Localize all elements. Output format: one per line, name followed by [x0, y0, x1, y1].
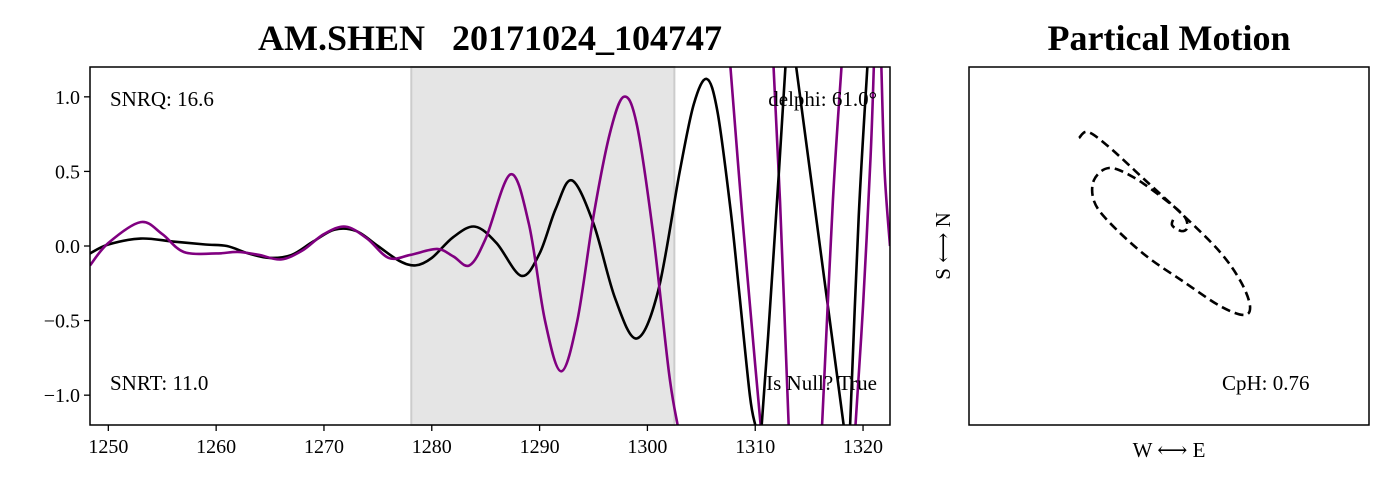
snrt-label: SNRT: 11.0 — [110, 371, 208, 395]
particle-motion-traces — [1078, 130, 1252, 317]
particle-motion-axes-frame — [968, 66, 1370, 426]
x-tick-label: 1260 — [196, 436, 236, 458]
cph-label: CpH: 0.76 — [1222, 371, 1310, 395]
waveform-series-1 — [90, 95, 679, 425]
delphi-label: delphi: 61.0° — [768, 87, 877, 111]
x-tick-label: 1280 — [412, 436, 452, 458]
particle-motion-xlabel: W ⟷ E — [1133, 438, 1206, 462]
waveform-plot: 1250 1260 1270 1280 1290 1300 1310 1320 1.0 0.5 0… — [44, 66, 891, 458]
x-tick-label: 1310 — [735, 436, 775, 458]
y-tick-label: −0.5 — [44, 311, 80, 333]
particle-motion-series-0 — [1078, 130, 1252, 317]
waveform-series-2 — [729, 67, 762, 425]
waveform-y-ticks: 1.0 0.5 0.0 −0.5 −1.0 — [44, 87, 90, 407]
waveform-series-4 — [760, 67, 787, 425]
y-tick-label: 0.5 — [55, 161, 80, 183]
x-tick-label: 1290 — [520, 436, 560, 458]
x-tick-label: 1320 — [843, 436, 883, 458]
waveform-series-9 — [880, 67, 890, 247]
particle-motion-title: Partical Motion — [1048, 18, 1291, 58]
particle-motion-plot: CpH: 0.76 W ⟷ E S ⟷ N — [931, 66, 1370, 462]
x-tick-label: 1270 — [304, 436, 344, 458]
x-tick-label: 1250 — [88, 436, 128, 458]
waveform-series-8 — [848, 67, 869, 425]
y-tick-label: 1.0 — [55, 87, 80, 109]
y-tick-label: −1.0 — [44, 385, 80, 407]
waveform-series-7 — [854, 67, 876, 425]
y-tick-label: 0.0 — [55, 236, 80, 258]
waveform-series-6 — [820, 67, 843, 425]
waveform-title: AM.SHEN 20171024_104747 — [258, 18, 722, 58]
waveform-series-5 — [794, 67, 845, 425]
waveform-traces — [90, 67, 890, 425]
null-label: Is Null? True — [766, 371, 877, 395]
waveform-x-ticks: 1250 1260 1270 1280 1290 1300 1310 1320 — [88, 425, 883, 458]
particle-motion-ylabel: S ⟷ N — [931, 212, 955, 279]
x-tick-label: 1300 — [627, 436, 667, 458]
snrq-label: SNRQ: 16.6 — [110, 87, 214, 111]
waveform-series-3 — [772, 67, 790, 425]
